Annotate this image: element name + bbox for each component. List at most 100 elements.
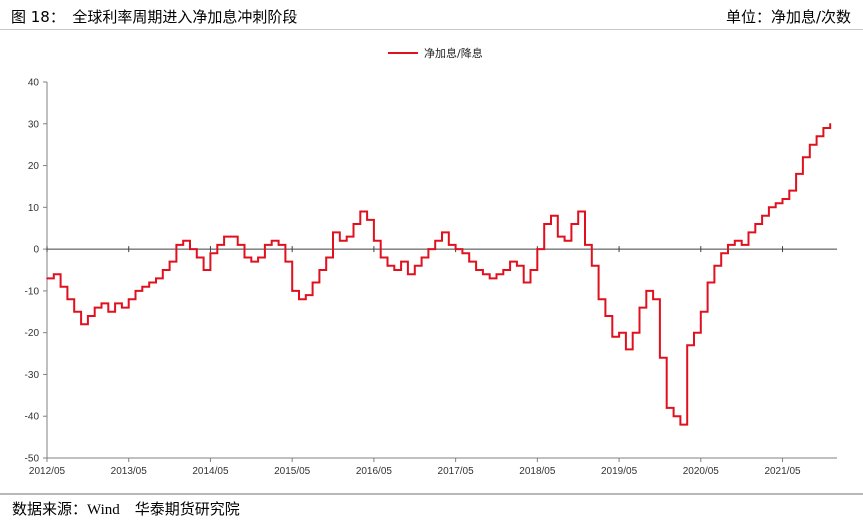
y-tick-label: -40 (25, 412, 40, 423)
data-point (638, 306, 641, 309)
data-point (829, 123, 831, 125)
data-point (788, 189, 791, 192)
data-point (243, 256, 246, 259)
x-tick-label: 2017/05 (438, 466, 475, 477)
data-point (93, 306, 96, 309)
data-point (563, 240, 566, 242)
data-point (468, 260, 471, 263)
data-point (802, 156, 804, 158)
data-point (577, 210, 579, 213)
data-point (223, 235, 225, 238)
data-point (53, 273, 55, 276)
data-point (454, 248, 457, 250)
data-point (441, 231, 443, 234)
y-tick-label: 30 (28, 119, 40, 130)
data-point (625, 348, 627, 351)
data-point (175, 244, 178, 246)
data-point (121, 306, 123, 309)
data-point (400, 260, 402, 263)
y-tick-label: 0 (33, 245, 39, 256)
data-point (761, 214, 763, 217)
data-point (488, 277, 491, 280)
data-point (196, 256, 198, 259)
data-point (127, 298, 130, 301)
data-point (339, 240, 341, 242)
data-point (659, 356, 661, 359)
y-tick-label: -50 (25, 454, 40, 465)
data-point (434, 240, 437, 242)
data-point (311, 281, 314, 284)
data-point (781, 198, 784, 200)
y-tick-label: 10 (28, 203, 40, 214)
data-point (155, 277, 157, 280)
data-point (236, 244, 239, 246)
data-point (768, 206, 770, 209)
data-point (168, 260, 171, 263)
data-point (550, 214, 552, 217)
data-point (502, 269, 505, 271)
data-point (270, 240, 273, 242)
data-point (148, 281, 150, 284)
data-point (570, 223, 573, 225)
data-point (114, 302, 116, 305)
data-point (189, 248, 191, 250)
data-point (216, 244, 219, 246)
data-point (73, 311, 75, 313)
data-point (352, 223, 355, 225)
data-point (700, 311, 702, 313)
data-point (448, 244, 450, 246)
data-point (461, 252, 464, 255)
data-point (230, 235, 232, 238)
data-point (475, 269, 477, 271)
data-point (809, 143, 811, 146)
data-point (727, 244, 729, 246)
y-tick-label: -20 (25, 328, 40, 339)
data-point (536, 248, 539, 250)
x-tick-label: 2019/05 (601, 466, 638, 477)
y-tick-label: -10 (25, 286, 40, 297)
data-point (693, 331, 695, 334)
data-point (795, 173, 797, 175)
data-point (706, 281, 709, 284)
x-tick-label: 2014/05 (192, 466, 229, 477)
data-point (284, 260, 287, 263)
data-point (652, 298, 654, 301)
data-point (611, 336, 614, 338)
data-point (162, 269, 164, 271)
data-point (584, 244, 586, 246)
data-point (713, 265, 716, 267)
data-point (325, 256, 328, 259)
data-point (291, 290, 294, 292)
x-tick-label: 2015/05 (274, 466, 311, 477)
series-line (47, 123, 832, 426)
data-point (427, 248, 430, 250)
source-note: 数据来源：Wind 华泰期货研究院 (12, 498, 240, 519)
data-point (305, 294, 307, 296)
legend: 净加息/降息 (388, 46, 483, 60)
header-divider (0, 29, 863, 30)
data-point (264, 244, 266, 246)
data-point (134, 290, 137, 292)
data-point (522, 281, 525, 284)
legend-label: 净加息/降息 (424, 46, 483, 60)
data-point (345, 235, 348, 238)
y-tick-label: -30 (25, 370, 40, 381)
data-point (482, 273, 484, 276)
data-point (747, 231, 750, 234)
series-layer (46, 123, 832, 426)
figure-header: 图 18： 全球利率周期进入净加息冲刺阶段 单位：净加息/次数 (0, 0, 863, 30)
data-point (414, 265, 416, 267)
x-tick-label: 2021/05 (764, 466, 801, 477)
data-point (318, 269, 321, 271)
data-point (100, 302, 103, 305)
data-point (359, 210, 362, 213)
data-point (672, 415, 675, 418)
figure-title: 图 18： 全球利率周期进入净加息冲刺阶段 (11, 8, 298, 26)
data-point (87, 315, 89, 317)
data-point (373, 240, 375, 242)
data-point (80, 323, 82, 326)
data-point (543, 223, 545, 225)
data-point (379, 256, 382, 259)
